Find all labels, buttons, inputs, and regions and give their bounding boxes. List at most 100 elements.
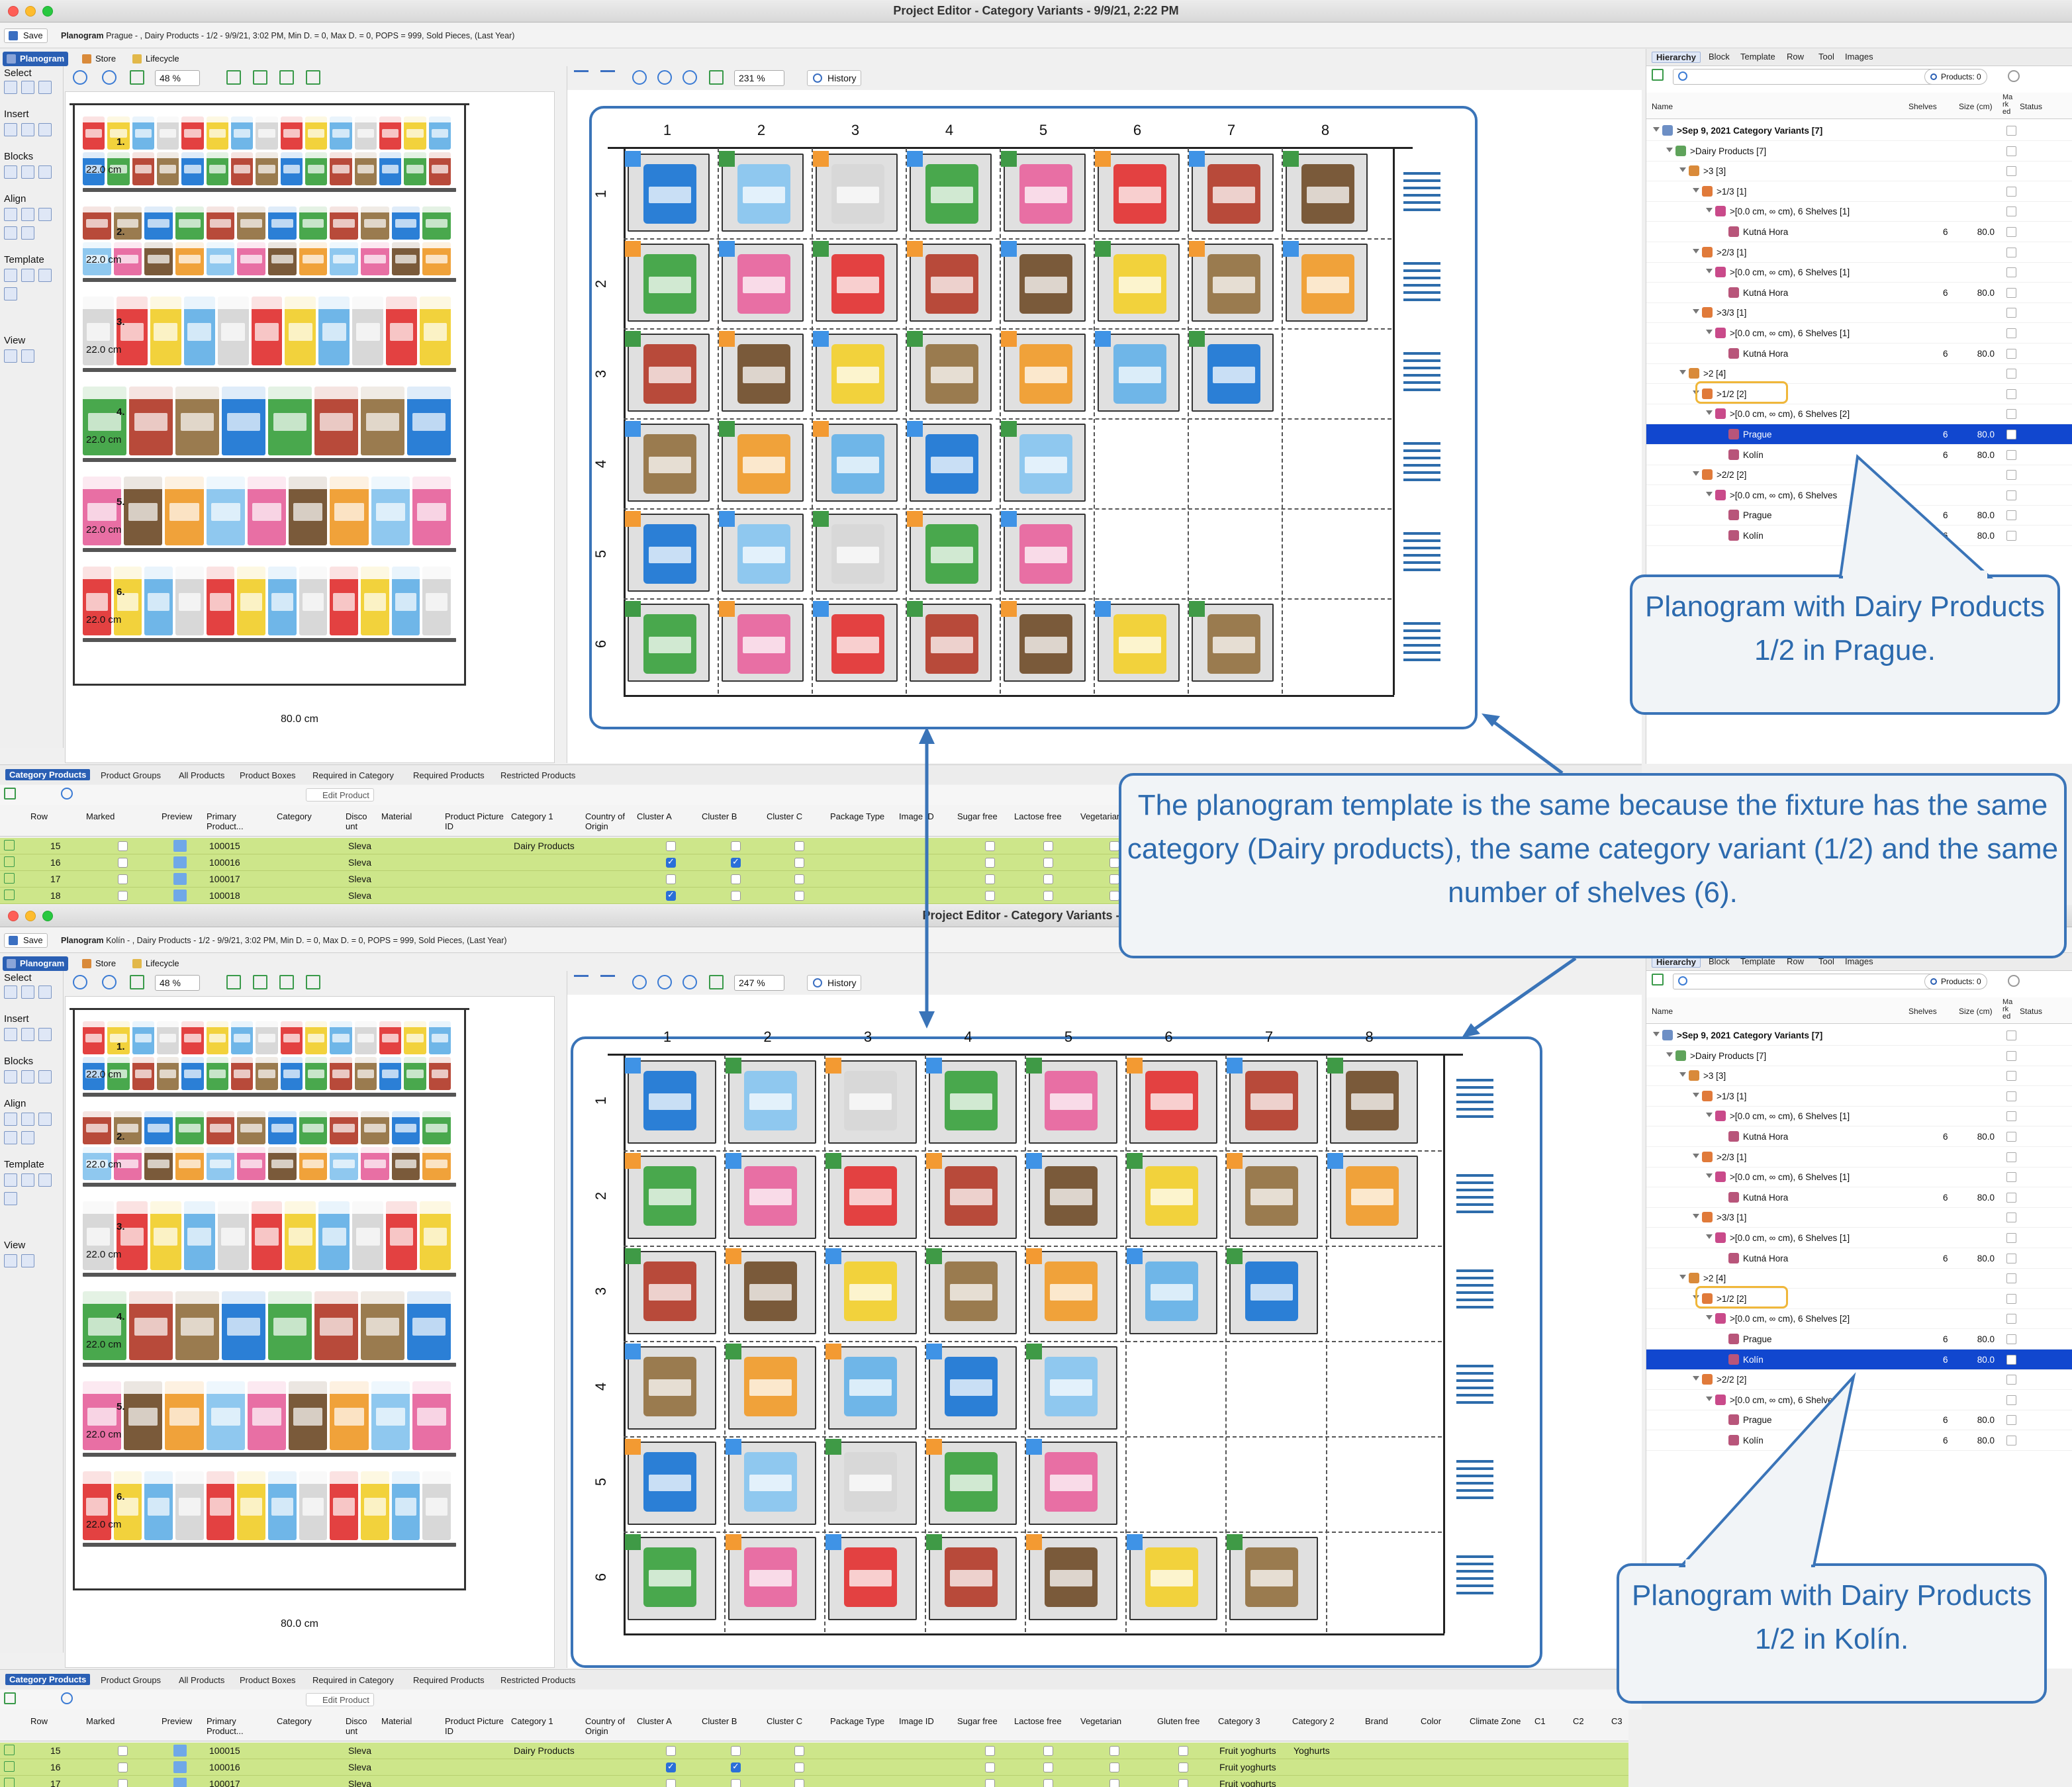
marked-checkbox[interactable] xyxy=(2006,1192,2016,1203)
shelf-product[interactable] xyxy=(330,1381,369,1450)
planogram-product-cell[interactable] xyxy=(907,241,992,322)
hierarchy-row[interactable]: >[0.0 cm, ∞ cm), 6 Shelves [1] xyxy=(1646,1106,2072,1127)
template-apply-icon[interactable] xyxy=(38,269,52,282)
select-tool-icon[interactable] xyxy=(4,985,17,999)
shelf-product[interactable] xyxy=(144,1147,173,1180)
tab-block[interactable]: Block xyxy=(1709,956,1730,966)
shelf-product[interactable] xyxy=(113,1147,142,1180)
grid-select-icon[interactable] xyxy=(38,985,52,999)
shelf-product[interactable] xyxy=(237,242,265,275)
shelf-product[interactable] xyxy=(83,477,122,545)
hierarchy-row[interactable]: Kutná Hora 6 80.0 xyxy=(1646,1248,2072,1269)
tab-template[interactable]: Template xyxy=(1740,52,1775,62)
shelf-product[interactable] xyxy=(361,206,389,240)
cluster-checkbox[interactable] xyxy=(985,874,995,884)
shelf-product[interactable] xyxy=(299,1111,328,1144)
planogram-product-cell[interactable] xyxy=(1126,1058,1217,1144)
hierarchy-row[interactable]: Kutná Hora 6 80.0 xyxy=(1646,283,2072,303)
planogram-product-cell[interactable] xyxy=(725,1058,816,1144)
table-column-header[interactable]: Sugar free xyxy=(957,1716,998,1726)
shelf-product[interactable] xyxy=(256,1021,278,1054)
planogram-product-cell[interactable] xyxy=(719,421,804,502)
planogram-product-cell[interactable] xyxy=(719,511,804,592)
cluster-checkbox[interactable] xyxy=(794,874,804,884)
hierarchy-row[interactable]: >Dairy Products [7] xyxy=(1646,1046,2072,1066)
shelf-product[interactable] xyxy=(361,387,404,455)
planogram-product-cell[interactable] xyxy=(813,331,898,412)
hierarchy-row[interactable]: Kutná Hora 6 80.0 xyxy=(1646,344,2072,364)
shelf-product[interactable] xyxy=(181,152,204,185)
marked-checkbox[interactable] xyxy=(2006,1172,2016,1183)
align-left-icon[interactable] xyxy=(4,1113,17,1126)
planogram-product-cell[interactable] xyxy=(1227,1534,1318,1620)
shelf-product[interactable] xyxy=(305,1021,328,1054)
shelf-product[interactable] xyxy=(318,297,350,365)
shelf-product[interactable] xyxy=(268,1471,297,1540)
hierarchy-tool-icon[interactable] xyxy=(1652,974,1664,985)
shelf-product[interactable] xyxy=(206,1471,235,1540)
shelf-product[interactable] xyxy=(83,1111,111,1144)
align-center-icon[interactable] xyxy=(21,208,34,221)
expand-chevron-icon[interactable] xyxy=(1679,370,1686,375)
hierarchy-status-column[interactable]: Status xyxy=(2020,1007,2043,1016)
shelf-product[interactable] xyxy=(280,1057,303,1090)
planogram-product-cell[interactable] xyxy=(825,1534,917,1620)
marked-checkbox[interactable] xyxy=(118,1763,128,1772)
marked-checkbox[interactable] xyxy=(2006,1031,2016,1040)
tab-product-groups[interactable]: Product Groups xyxy=(101,770,162,780)
table-row[interactable]: 17 100017 Sleva Fruit yoghurts xyxy=(0,1776,1628,1787)
planogram-product-cell[interactable] xyxy=(813,241,898,322)
tab-planogram[interactable]: Planogram xyxy=(3,52,69,66)
planogram-product-cell[interactable] xyxy=(1227,1248,1318,1334)
cluster-checkbox[interactable] xyxy=(1109,1746,1119,1756)
tab-block[interactable]: Block xyxy=(1709,52,1730,62)
shelf-product[interactable] xyxy=(83,387,126,455)
cluster-checkbox[interactable] xyxy=(1109,1779,1119,1787)
multi-select-icon[interactable] xyxy=(21,985,34,999)
table-column-header[interactable]: Cluster A xyxy=(637,811,672,821)
shelf-product[interactable] xyxy=(305,1057,328,1090)
planogram-product-cell[interactable] xyxy=(1227,1153,1318,1239)
shelf-product[interactable] xyxy=(371,1381,410,1450)
shelf-product[interactable] xyxy=(330,1471,358,1540)
shelf-product[interactable] xyxy=(420,297,451,365)
marked-checkbox[interactable] xyxy=(118,874,128,884)
shelf-product[interactable] xyxy=(157,1021,179,1054)
row-lines-icon[interactable] xyxy=(1456,1460,1493,1504)
hierarchy-row[interactable]: Kolín 6 80.0 xyxy=(1646,526,2072,546)
tool-icon-2[interactable] xyxy=(253,975,267,989)
shelf-product[interactable] xyxy=(83,242,111,275)
tab-category-products[interactable]: Category Products xyxy=(5,1674,91,1685)
svg-export-icon[interactable] xyxy=(306,975,320,989)
table-column-header[interactable]: Package Type xyxy=(830,1716,885,1726)
marked-checkbox[interactable] xyxy=(2006,1395,2016,1405)
planogram-product-cell[interactable] xyxy=(1095,331,1180,412)
marked-checkbox[interactable] xyxy=(118,891,128,901)
expand-chevron-icon[interactable] xyxy=(1693,1376,1699,1381)
search-icon[interactable] xyxy=(61,788,73,800)
block-split-icon[interactable] xyxy=(21,165,34,179)
planogram-product-cell[interactable] xyxy=(825,1439,917,1525)
marked-checkbox[interactable] xyxy=(2006,1233,2016,1243)
table-column-header[interactable]: Marked xyxy=(86,811,115,821)
table-column-header[interactable]: Disco unt xyxy=(346,1716,367,1736)
cluster-checkbox[interactable] xyxy=(1043,1779,1053,1787)
table-column-header[interactable]: Product Picture ID xyxy=(445,811,504,831)
marked-checkbox[interactable] xyxy=(2006,1334,2016,1344)
hierarchy-name-column[interactable]: Name xyxy=(1652,1007,1673,1016)
row-lines-icon[interactable] xyxy=(1456,1269,1493,1313)
planogram-product-cell[interactable] xyxy=(813,601,898,682)
history-button[interactable]: History xyxy=(807,975,861,991)
hierarchy-row[interactable]: Kutná Hora 6 80.0 xyxy=(1646,1126,2072,1147)
list-view-icon[interactable] xyxy=(21,349,34,363)
shelf-product[interactable] xyxy=(165,477,204,545)
shelf-product[interactable] xyxy=(379,152,402,185)
hierarchy-marked-column[interactable]: Ma rk ed xyxy=(2002,998,2013,1021)
gluten-checkbox[interactable] xyxy=(1178,1746,1188,1756)
refresh-icon[interactable] xyxy=(2008,975,2020,987)
fit-icon[interactable] xyxy=(130,975,144,989)
shelf-product[interactable] xyxy=(175,567,204,635)
hierarchy-row[interactable]: Prague 6 80.0 xyxy=(1646,1410,2072,1431)
marked-checkbox[interactable] xyxy=(2006,1293,2016,1304)
shelf-product[interactable] xyxy=(256,152,278,185)
